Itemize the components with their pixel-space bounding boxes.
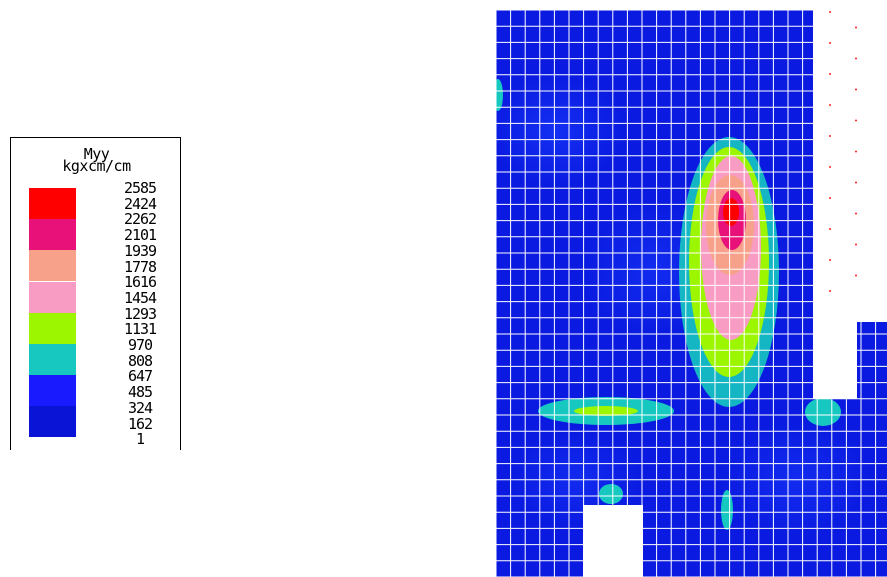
boundary-marker [855,274,857,277]
legend-tick-label: 808 [127,351,153,370]
legend-tick-label: 647 [127,367,153,386]
legend-tick-label: 324 [127,398,153,417]
boundary-marker [855,212,857,215]
legend-units: kgxcm/cm [62,157,131,175]
legend-tick-label: 1 [135,430,145,449]
legend-tick-label: 1293 [123,304,157,323]
boundary-marker [855,243,857,246]
legend-tick-label: 1778 [123,257,157,276]
legend-title: Myy [83,145,110,163]
legend-swatch [29,312,76,344]
contour-blob-bottom-left [599,484,623,504]
legend-tick-label: 1131 [123,320,157,339]
legend-swatch [29,250,76,282]
boundary-marker [829,11,831,13]
legend-tick-label: 1454 [123,288,157,307]
boundary-marker [829,135,831,137]
boundary-marker [829,197,831,199]
contour-edge-left [496,79,503,111]
legend-swatch [29,219,76,251]
boundary-marker [829,259,831,261]
contour-plot [496,10,887,577]
boundary-marker [855,26,857,29]
boundary-marker [855,57,857,60]
boundary-markers [829,11,857,292]
contour-peak [723,198,739,226]
legend-tick-label: 2101 [123,226,157,245]
legend-tick-label: 2424 [123,194,157,213]
legend-swatch [29,281,76,313]
color-legend: Myy kgxcm/cm 2585 2424 2262 2101 1939 1778 161… [10,137,181,450]
legend-tick-label: 2262 [123,210,157,229]
boundary-marker [855,119,857,122]
legend-tick-label: 1616 [123,273,157,292]
legend-swatch [29,188,76,219]
legend-swatch [29,406,76,438]
legend-swatch [29,344,76,375]
contour-blob-right [805,398,841,426]
boundary-marker [829,228,831,230]
boundary-marker [829,166,831,168]
boundary-marker [855,88,857,91]
legend-tick-label: 162 [127,414,153,433]
contour-lens-core [574,406,638,416]
legend-tick-label: 1939 [123,241,157,260]
boundary-marker [829,104,831,106]
legend-tick-label: 485 [127,383,153,402]
legend-tick-label: 970 [127,336,153,354]
legend-tick-label: 2585 [123,179,157,197]
boundary-marker [855,181,857,184]
boundary-marker [855,150,857,153]
legend-swatch [29,375,76,407]
boundary-marker [829,42,831,44]
boundary-marker [829,290,831,292]
boundary-marker [829,73,831,75]
